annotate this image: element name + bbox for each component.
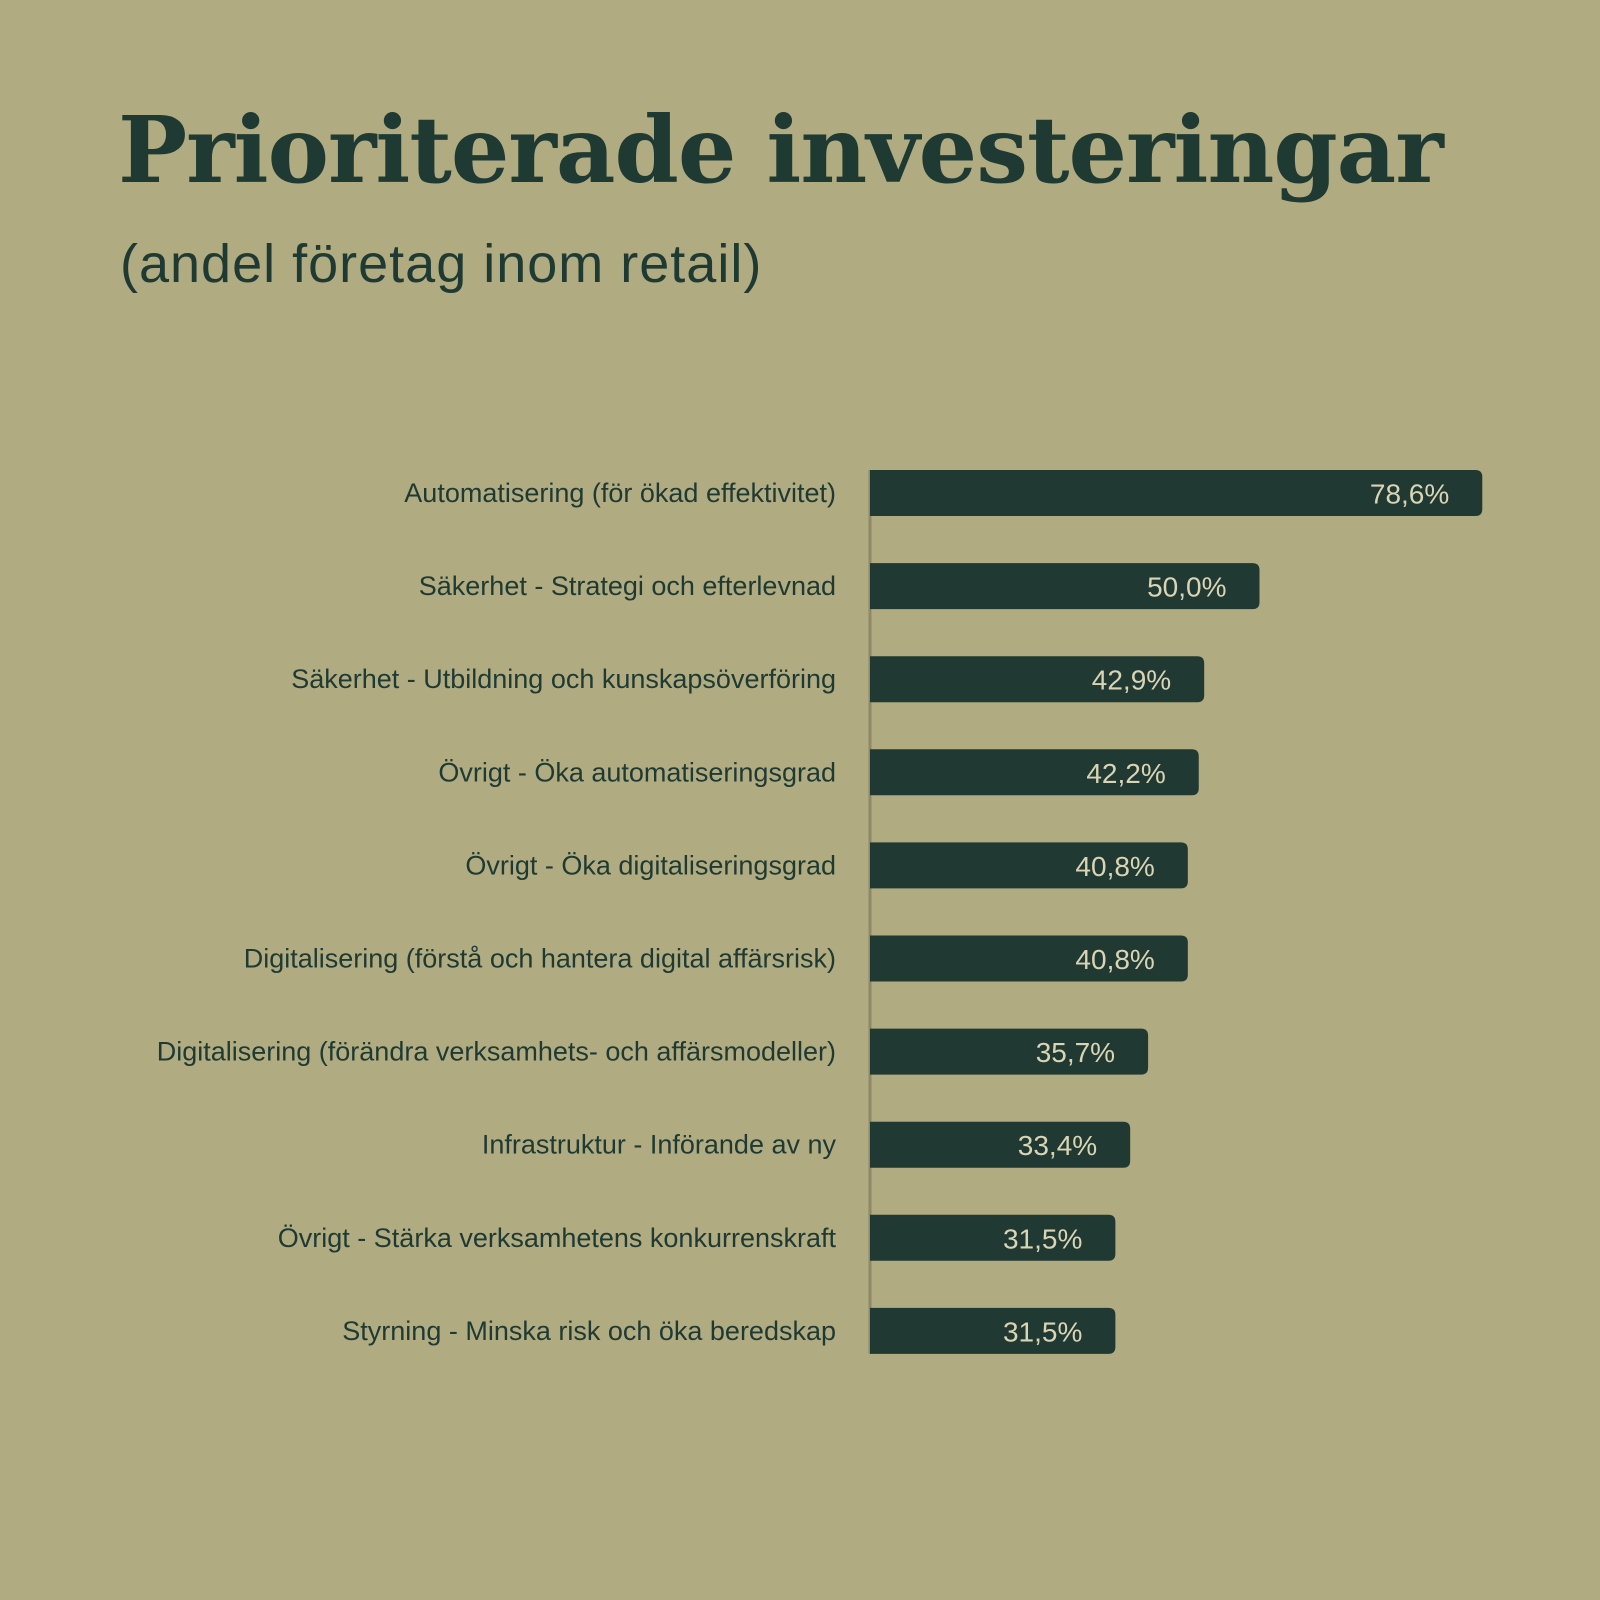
category-label: Automatisering (för ökad effektivitet): [404, 478, 836, 508]
bar-row: Styrning - Minska risk och öka beredskap…: [342, 1307, 1116, 1354]
bar: [870, 1028, 1149, 1075]
category-label: Infrastruktur - Införande av ny: [482, 1130, 837, 1160]
bar-row: Automatisering (för ökad effektivitet) 78…: [404, 470, 1483, 516]
bars-group: Automatisering (för ökad effektivitet) 78…: [157, 470, 1483, 1354]
bar: [870, 563, 1260, 610]
chart-title: Prioriterade investeringar: [118, 96, 1444, 204]
bar: [870, 1214, 1116, 1261]
bar-row: Övrigt - Öka automatiseringsgrad 42,2%: [438, 749, 1199, 796]
bar: [870, 1121, 1131, 1168]
bar-row: Övrigt - Stärka verksamhetens konkurrens…: [278, 1214, 1116, 1261]
value-label: 35,7%: [1036, 1037, 1115, 1068]
bar-row: Digitalisering (förstå och hantera digit…: [244, 935, 1188, 982]
value-label: 42,9%: [1092, 665, 1171, 696]
value-label: 31,5%: [1003, 1223, 1082, 1254]
bar: [870, 842, 1188, 889]
value-label: 42,2%: [1086, 758, 1165, 789]
value-label: 40,8%: [1075, 851, 1154, 882]
category-label: Digitalisering (förändra verksamhets- oc…: [157, 1037, 836, 1067]
category-label: Styrning - Minska risk och öka beredskap: [342, 1316, 836, 1346]
value-label: 50,0%: [1147, 572, 1226, 603]
bar: [870, 470, 1483, 516]
bar: [870, 1307, 1116, 1354]
bar-row: Säkerhet - Utbildning och kunskapsöverfö…: [291, 656, 1205, 703]
bar-row: Övrigt - Öka digitaliseringsgrad 40,8%: [465, 842, 1188, 889]
category-label: Digitalisering (förstå och hantera digit…: [244, 944, 836, 974]
category-label: Övrigt - Stärka verksamhetens konkurrens…: [278, 1223, 837, 1253]
category-label: Övrigt - Öka digitaliseringsgrad: [465, 850, 836, 880]
value-label: 40,8%: [1075, 944, 1154, 975]
bar: [870, 656, 1205, 703]
bar-row: Säkerhet - Strategi och efterlevnad 50,0%: [419, 563, 1260, 610]
bar-row: Infrastruktur - Införande av ny 33,4%: [482, 1121, 1131, 1168]
value-label: 31,5%: [1003, 1316, 1082, 1347]
value-label: 78,6%: [1370, 479, 1449, 510]
category-label: Säkerhet - Strategi och efterlevnad: [419, 571, 836, 601]
bar-row: Digitalisering (förändra verksamhets- oc…: [157, 1028, 1149, 1075]
bar: [870, 749, 1199, 796]
value-label: 33,4%: [1018, 1130, 1097, 1161]
category-label: Övrigt - Öka automatiseringsgrad: [438, 757, 836, 787]
category-label: Säkerhet - Utbildning och kunskapsöverfö…: [291, 664, 836, 694]
chart-subtitle: (andel företag inom retail): [120, 234, 763, 294]
bar: [870, 935, 1188, 982]
